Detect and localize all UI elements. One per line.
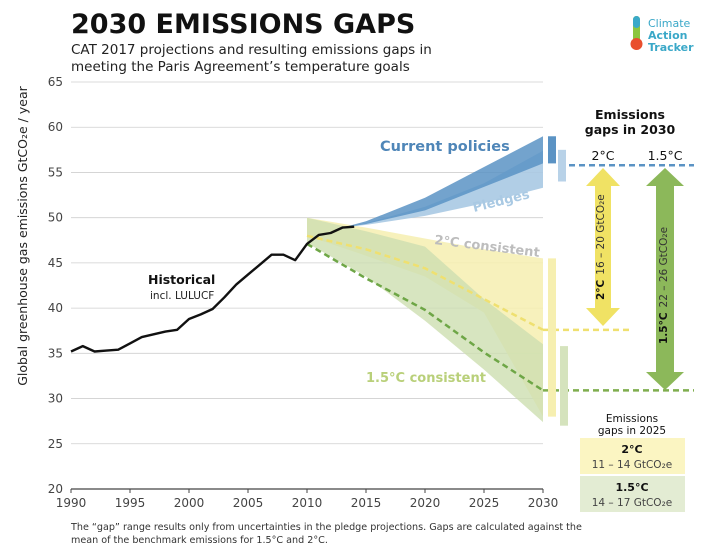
side-bar-pledges [558, 149, 566, 182]
one-five-c-band [307, 217, 543, 423]
series-lines [70, 225, 544, 392]
y-tick-label-25: 25 [48, 437, 63, 451]
logo-word-1: Climate [648, 17, 691, 30]
y-tick-label-55: 55 [48, 165, 63, 179]
logo-word-3: Tracker [648, 41, 694, 54]
two-c-mean-line [306, 234, 544, 331]
x-tick-label-1990: 1990 [56, 496, 87, 510]
gaps-2025-title-line-1: Emissions [606, 413, 658, 425]
historical-line [70, 225, 355, 353]
gap-2c-arrow-bold: 2°C [595, 279, 607, 300]
side-bar-2-c [548, 258, 556, 417]
reference-lines [543, 163, 694, 392]
gap-15c-arrow-range: 22 – 26 GtCO₂e [658, 227, 670, 308]
x-tick-label-2020: 2020 [410, 496, 441, 510]
x-tick-label-2030: 2030 [528, 496, 559, 510]
gaps-2030-title-line-1: Emissions [595, 107, 665, 122]
x-tick-label-2025: 2025 [469, 496, 500, 510]
y-tick-label-65: 65 [48, 75, 63, 89]
gaps-2030-title-line-2: gaps in 2030 [585, 122, 676, 137]
historical-label: Historical [148, 272, 215, 287]
y-tick-label-20: 20 [48, 482, 63, 496]
gaps-2030-col-15c: 1.5°C [648, 148, 683, 163]
pledges-band [342, 150, 543, 228]
footnote-line-1: The “gap” range results only from uncert… [70, 522, 582, 533]
climate-action-tracker-logo: Climate Action Tracker [630, 16, 694, 54]
side-bars-2030 [548, 136, 568, 426]
footnote-line-2: mean of the benchmark emissions for 1.5°… [71, 535, 328, 546]
y-tick-label-30: 30 [48, 392, 63, 406]
historical-sublabel: incl. LULUCF [150, 290, 214, 302]
gap-15c-arrow: 1.5°C 22 – 26 GtCO₂e [646, 168, 684, 390]
x-tick-label-2015: 2015 [351, 496, 382, 510]
one-five-c-mean-line [306, 242, 544, 392]
side-bar-current-policies [548, 136, 556, 164]
gaps-2025-2c-box [580, 438, 685, 474]
x-tick-label-2000: 2000 [174, 496, 205, 510]
gap-2c-arrow-range: 16 – 20 GtCO₂e [595, 194, 607, 275]
gaps-2025-title-line-2: gaps in 2025 [598, 425, 666, 437]
logo-word-2: Action [648, 29, 687, 42]
y-tick-label-60: 60 [48, 120, 63, 134]
svg-text:1.5°C22 – 26 GtCO₂e: 1.5°C 22 – 26 GtCO₂e [658, 227, 670, 344]
y-tick-label-45: 45 [48, 256, 63, 270]
gaps-2030-col-2c: 2°C [592, 148, 615, 163]
gaps-2025-2c-bold: 2°C [621, 443, 642, 456]
x-tick-label-2010: 2010 [292, 496, 323, 510]
side-bar-1-5-c [560, 346, 568, 426]
svg-text:2°C16 – 20 GtCO₂e: 2°C 16 – 20 GtCO₂e [595, 194, 607, 300]
thermometer-icon [630, 16, 643, 50]
gap-15c-arrow-bold: 1.5°C [658, 312, 670, 344]
y-tick-label-40: 40 [48, 301, 63, 315]
chart-title: 2030 EMISSIONS GAPS [71, 9, 415, 40]
one-five-c-consistent-label: 1.5°C consistent [366, 371, 486, 386]
gaps-2025-15c-range: 14 – 17 GtCO₂e [592, 497, 673, 509]
y-tick-label-50: 50 [48, 211, 63, 225]
y-tick-label-35: 35 [48, 346, 63, 360]
gap-2c-arrow: 2°C 16 – 20 GtCO₂e [586, 168, 620, 326]
chart-subtitle-line-2: meeting the Paris Agreement’s temperatur… [71, 59, 410, 75]
gaps-2025-15c-bold: 1.5°C [615, 481, 648, 494]
current-policies-label: Current policies [380, 139, 510, 155]
x-tick-label-1995: 1995 [115, 496, 146, 510]
gaps-2025-2c-range: 11 – 14 GtCO₂e [592, 459, 673, 471]
x-tick-label-2005: 2005 [233, 496, 264, 510]
projection-bands [307, 136, 543, 423]
gaps-2025-15c-box [580, 476, 685, 512]
y-axis-label: Global greenhouse gas emissions GtCO₂e /… [15, 85, 30, 385]
two-c-band [307, 217, 543, 417]
chart-subtitle-line-1: CAT 2017 projections and resulting emiss… [71, 42, 432, 58]
